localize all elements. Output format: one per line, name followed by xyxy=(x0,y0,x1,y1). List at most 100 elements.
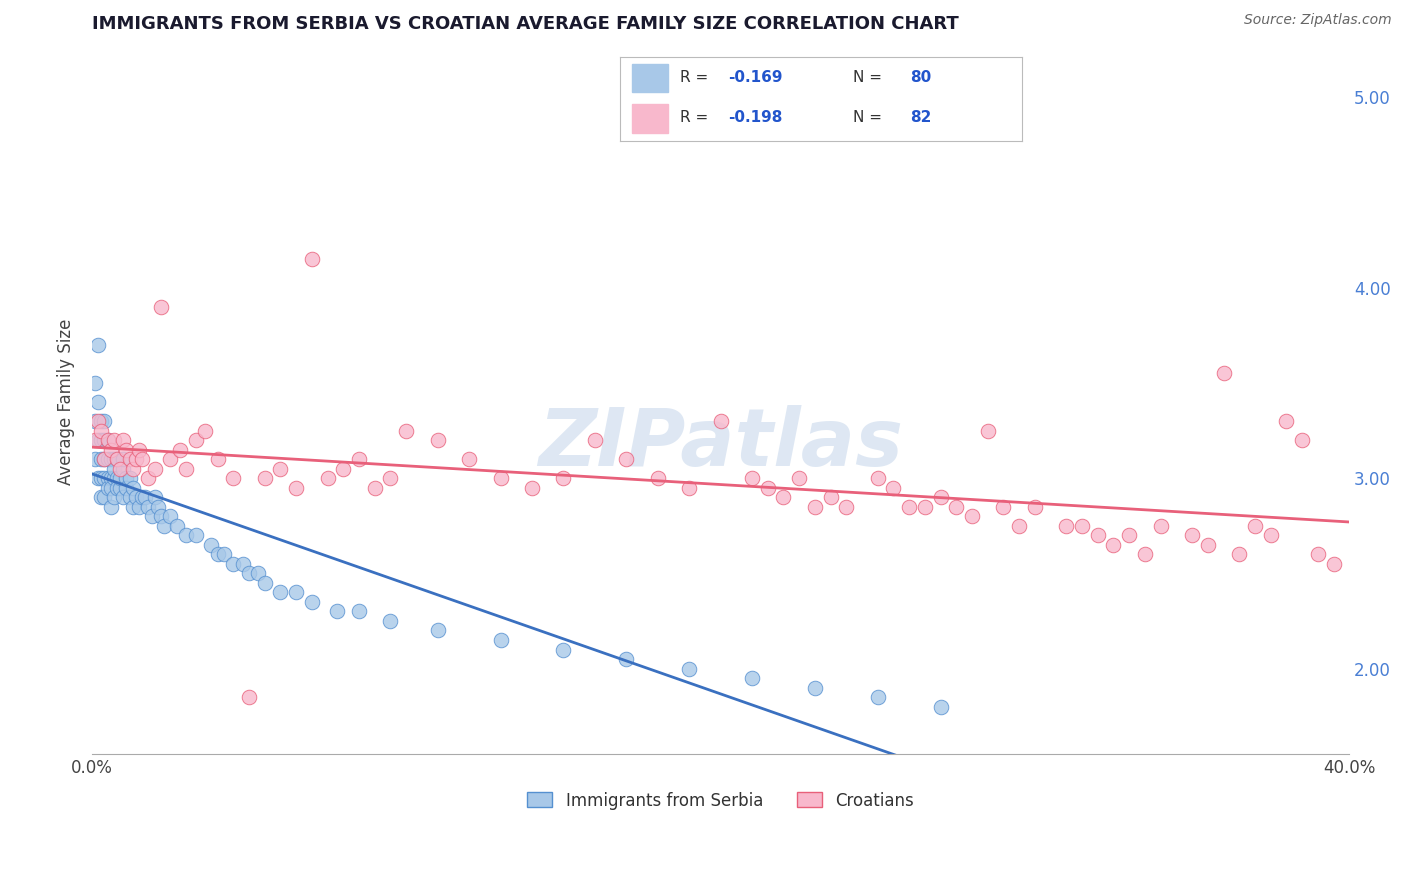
Point xyxy=(108,481,131,495)
Point xyxy=(166,518,188,533)
Point xyxy=(316,471,339,485)
Point xyxy=(489,632,512,647)
Point xyxy=(108,461,131,475)
Point xyxy=(247,566,270,581)
Point xyxy=(112,461,135,475)
Point xyxy=(118,490,141,504)
Point xyxy=(741,671,763,685)
Point xyxy=(100,452,122,467)
Point xyxy=(866,690,889,704)
Point xyxy=(97,481,120,495)
Point xyxy=(1024,500,1046,514)
Point xyxy=(1087,528,1109,542)
Point xyxy=(614,452,637,467)
Point xyxy=(898,500,921,514)
Text: IMMIGRANTS FROM SERBIA VS CROATIAN AVERAGE FAMILY SIZE CORRELATION CHART: IMMIGRANTS FROM SERBIA VS CROATIAN AVERA… xyxy=(91,15,959,33)
Point xyxy=(804,681,827,695)
Point xyxy=(105,481,128,495)
Point xyxy=(90,471,112,485)
Point xyxy=(100,471,122,485)
Point xyxy=(105,452,128,467)
Point xyxy=(993,500,1015,514)
Point xyxy=(232,557,254,571)
Point xyxy=(741,471,763,485)
Point xyxy=(174,461,197,475)
Point xyxy=(121,461,143,475)
Point xyxy=(128,500,150,514)
Point xyxy=(90,424,112,438)
Point xyxy=(347,452,370,467)
Point xyxy=(395,424,418,438)
Point xyxy=(112,490,135,504)
Point xyxy=(253,575,276,590)
Point xyxy=(100,442,122,457)
Y-axis label: Average Family Size: Average Family Size xyxy=(58,318,75,485)
Point xyxy=(184,433,207,447)
Point xyxy=(125,452,148,467)
Point xyxy=(121,481,143,495)
Point xyxy=(1291,433,1313,447)
Point xyxy=(301,252,323,267)
Point xyxy=(84,414,107,428)
Point xyxy=(285,585,308,599)
Point xyxy=(118,471,141,485)
Point xyxy=(1149,518,1171,533)
Point xyxy=(93,452,115,467)
Point xyxy=(426,624,449,638)
Point xyxy=(90,452,112,467)
Point xyxy=(150,300,173,314)
Point xyxy=(212,547,235,561)
Point xyxy=(87,471,110,485)
Point xyxy=(90,433,112,447)
Point xyxy=(194,424,217,438)
Point xyxy=(238,566,260,581)
Point xyxy=(332,461,354,475)
Point xyxy=(103,452,125,467)
Point xyxy=(207,452,229,467)
Point xyxy=(131,490,153,504)
Point xyxy=(1227,547,1250,561)
Point xyxy=(347,604,370,618)
Point xyxy=(143,490,166,504)
Point xyxy=(787,471,810,485)
Point xyxy=(97,433,120,447)
Point xyxy=(128,442,150,457)
Point xyxy=(222,557,245,571)
Point xyxy=(1102,538,1125,552)
Point xyxy=(138,471,160,485)
Point xyxy=(115,442,138,457)
Point xyxy=(772,490,794,504)
Point xyxy=(112,433,135,447)
Point xyxy=(285,481,308,495)
Point xyxy=(1118,528,1140,542)
Point xyxy=(804,500,827,514)
Point xyxy=(1071,518,1094,533)
Point xyxy=(87,338,110,352)
Point xyxy=(97,433,120,447)
Point xyxy=(520,481,543,495)
Point xyxy=(1306,547,1329,561)
Point xyxy=(929,490,952,504)
Point xyxy=(138,500,160,514)
Point xyxy=(835,500,858,514)
Point xyxy=(115,481,138,495)
Point xyxy=(141,509,163,524)
Point xyxy=(1275,414,1298,428)
Point xyxy=(756,481,779,495)
Point xyxy=(115,471,138,485)
Point xyxy=(153,518,176,533)
Point xyxy=(103,471,125,485)
Point xyxy=(93,433,115,447)
Point xyxy=(553,642,575,657)
Point xyxy=(112,452,135,467)
Point xyxy=(174,528,197,542)
Point xyxy=(90,490,112,504)
Point xyxy=(1008,518,1031,533)
Point xyxy=(121,500,143,514)
Point xyxy=(238,690,260,704)
Point xyxy=(159,452,181,467)
Point xyxy=(253,471,276,485)
Point xyxy=(103,433,125,447)
Point xyxy=(1322,557,1344,571)
Point xyxy=(169,442,191,457)
